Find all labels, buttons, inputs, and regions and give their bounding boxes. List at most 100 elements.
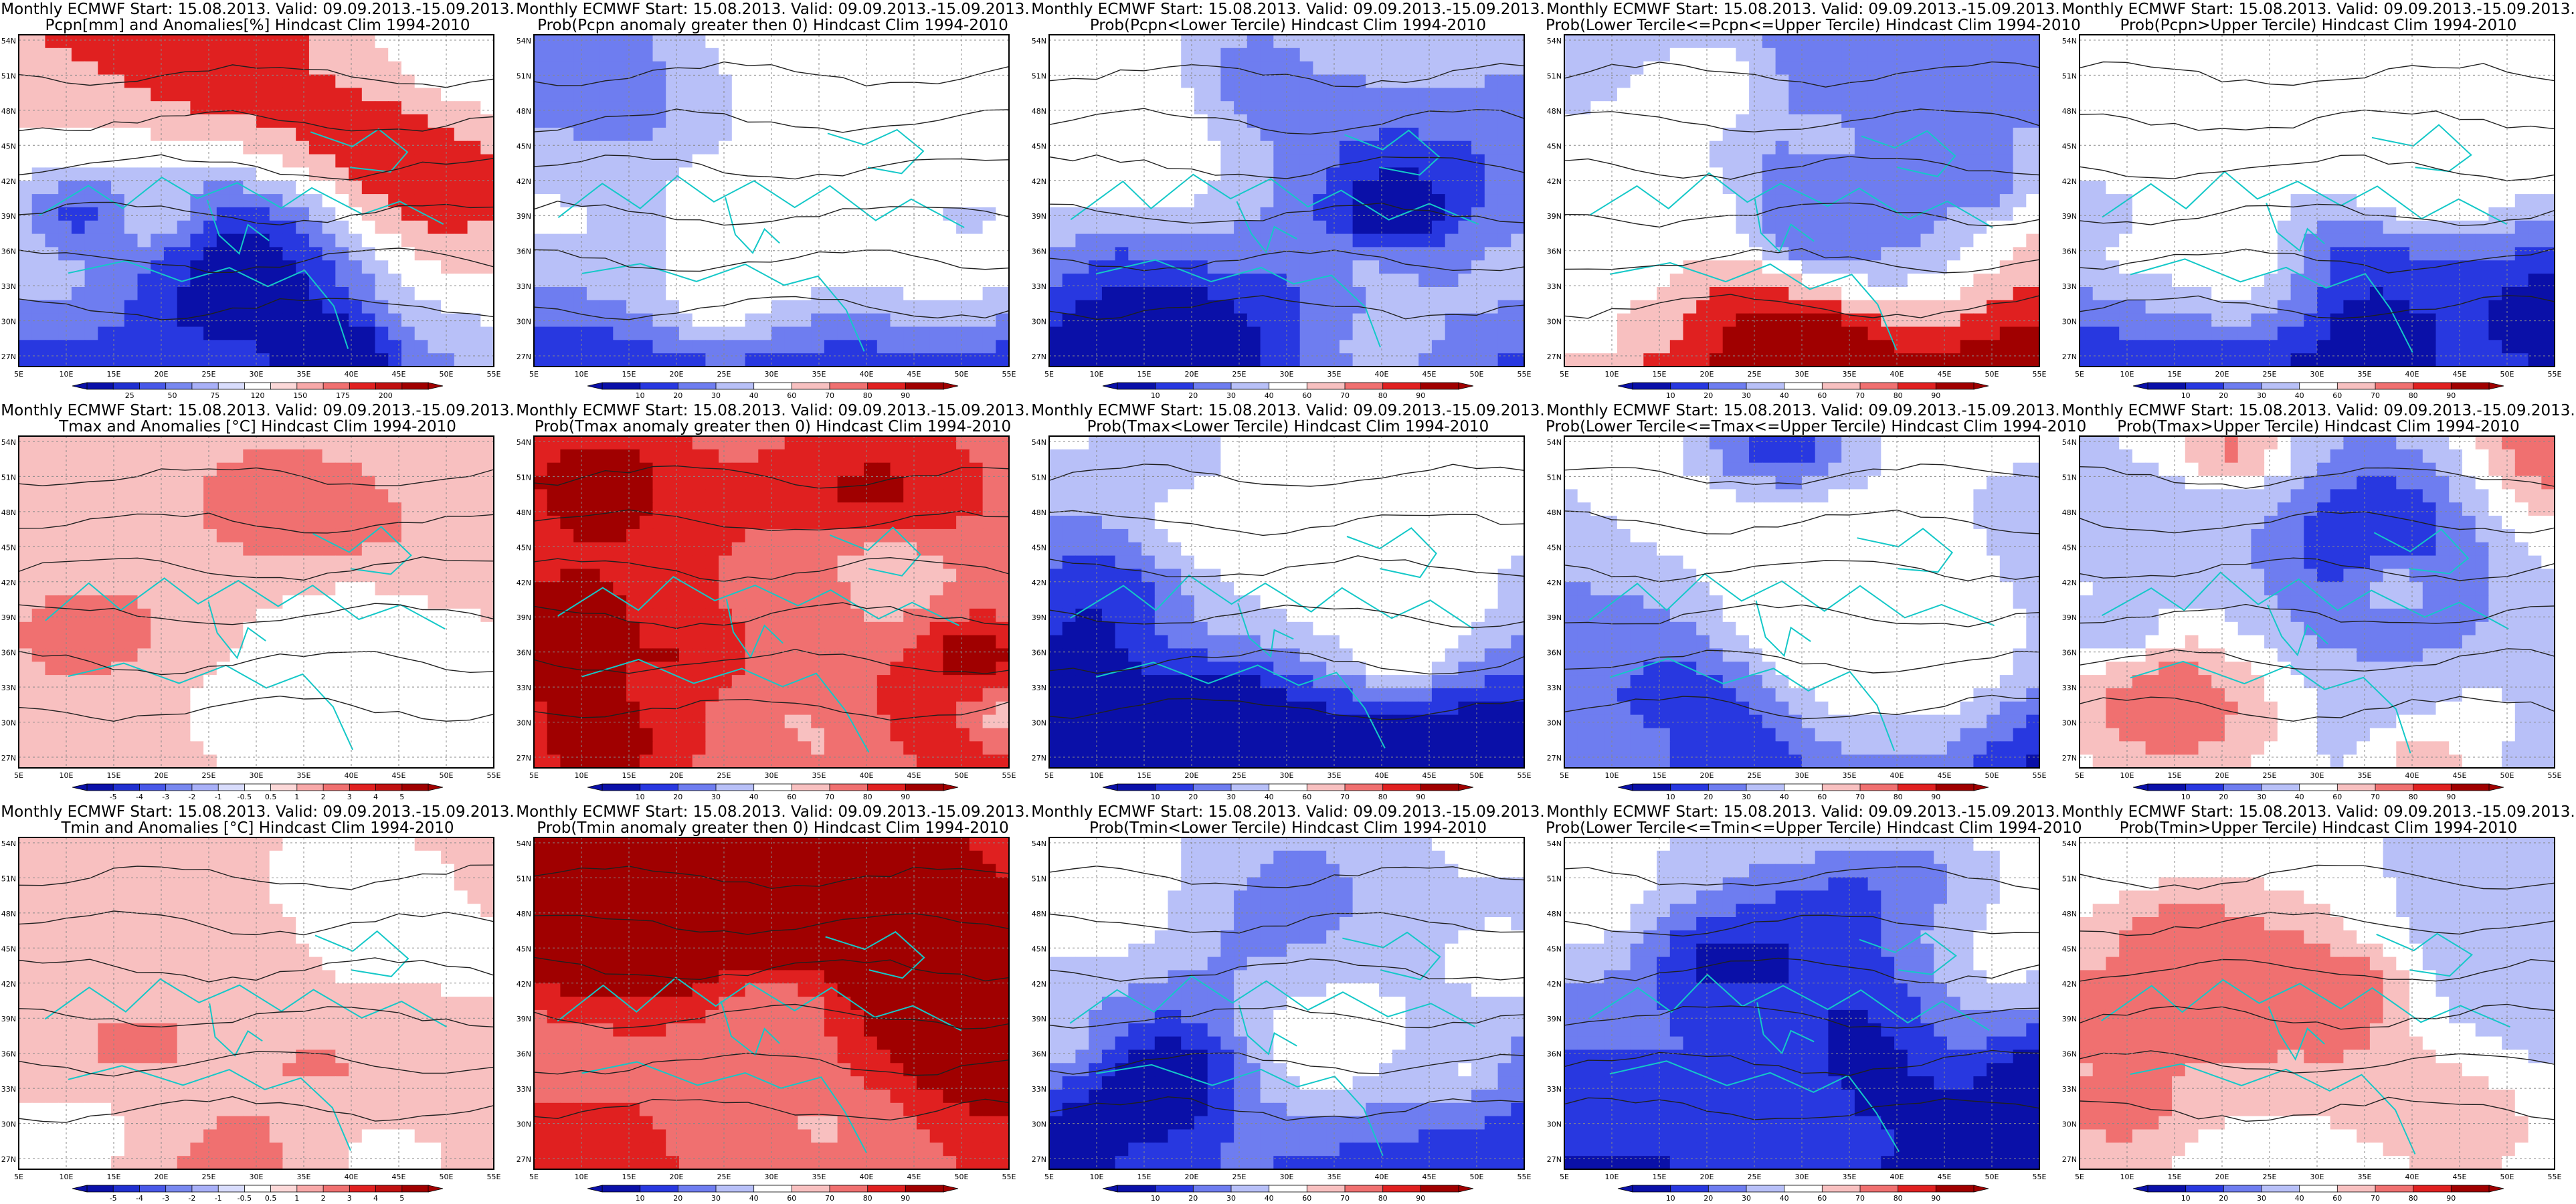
shaded-field — [534, 436, 1010, 769]
colorbar-swatch — [1784, 783, 1823, 791]
colorbar-swatch — [715, 382, 755, 390]
lat-tick-label: 51N — [2062, 473, 2077, 482]
colorbar-swatch — [1269, 783, 1308, 791]
colorbar-swatch — [1670, 1185, 1710, 1193]
lat-tick-label: 33N — [1, 282, 16, 291]
panel-title-line1: Monthly ECMWF Start: 15.08.2013. Valid: … — [1031, 803, 1545, 821]
colorbar-low-arrow — [72, 783, 88, 791]
colorbar-high-arrow — [1458, 1185, 1474, 1193]
coastline-overlay — [557, 128, 965, 352]
colorbar-swatch — [2413, 382, 2452, 390]
colorbar-swatch — [1746, 1185, 1785, 1193]
lat-tick-label: 54N — [1547, 37, 1562, 45]
colorbar-label: 60 — [1302, 793, 1311, 801]
colorbar-label: 40 — [1780, 391, 1789, 400]
colorbar-swatch — [86, 382, 114, 390]
lat-tick-label: 51N — [1, 874, 16, 883]
colorbar-swatch — [1192, 783, 1232, 791]
lon-tick-label: 50E — [1985, 1173, 1999, 1181]
lon-tick-label: 40E — [1890, 1173, 1904, 1181]
colorbar-label: 70 — [1855, 391, 1865, 400]
lat-tick-label: 42N — [1, 579, 16, 587]
colorbar-label: 30 — [711, 1194, 721, 1203]
colorbar-label: 60 — [2332, 391, 2342, 400]
colorbar-high-arrow — [1973, 382, 1989, 390]
lon-tick-label: 55E — [2548, 1173, 2562, 1181]
colorbar-low-arrow — [1617, 1185, 1633, 1193]
map-panel: Monthly ECMWF Start: 15.08.2013. Valid: … — [0, 401, 515, 803]
lon-tick-label: 50E — [2500, 771, 2514, 780]
lon-tick-label: 35E — [297, 1173, 311, 1181]
colorbar-swatch — [375, 1185, 403, 1193]
map-frame — [1048, 34, 1525, 367]
lon-tick-label: 20E — [1185, 771, 1199, 780]
colorbar-label: 20 — [2219, 793, 2228, 801]
map-frame — [533, 435, 1010, 769]
lon-tick-label: 25E — [1748, 771, 1762, 780]
map-frame — [1564, 435, 2040, 769]
map-panel: Monthly ECMWF Start: 15.08.2013. Valid: … — [515, 0, 1030, 401]
lon-tick-label: 45E — [1422, 370, 1437, 379]
colorbar-low-arrow — [72, 382, 88, 390]
colorbar-swatch — [2413, 1185, 2452, 1193]
lon-tick-label: 35E — [1327, 771, 1342, 780]
colorbar-label: -3 — [162, 1194, 169, 1203]
lon-tick-label: 25E — [717, 771, 731, 780]
colorbar: 10 20 30 40 60 70 80 90 — [1617, 783, 1989, 801]
colorbar-swatch — [191, 783, 219, 791]
lat-tick-label: 48N — [517, 508, 531, 517]
map-frame — [18, 435, 494, 769]
colorbar-swatch — [1708, 1185, 1747, 1193]
colorbar-label: 30 — [1226, 391, 1236, 400]
colorbar: -5 -4 -3 -2 -1 -0.5 0.5 1 2 3 4 5 — [72, 1185, 444, 1203]
colorbar-swatch — [401, 783, 429, 791]
lat-tick-label: 30N — [1032, 719, 1046, 728]
colorbar-swatch — [829, 1185, 868, 1193]
lat-tick-label: 51N — [517, 72, 531, 80]
lon-tick-label: 35E — [2358, 771, 2372, 780]
lon-tick-label: 30E — [1280, 771, 1294, 780]
colorbar-label: 80 — [1894, 793, 1903, 801]
colorbar-label: 70 — [1340, 391, 1350, 400]
lat-tick-label: 51N — [1, 72, 16, 80]
lat-tick-label: 54N — [2062, 37, 2077, 45]
colorbar-swatch — [2223, 1185, 2262, 1193]
panel-title-line1: Monthly ECMWF Start: 15.08.2013. Valid: … — [516, 803, 1030, 821]
lat-tick-label: 33N — [2062, 282, 2077, 291]
coastline-overlay — [1588, 528, 1995, 751]
colorbar-swatch — [2223, 783, 2262, 791]
colorbar-swatch — [1708, 382, 1747, 390]
lat-tick-label: 39N — [2062, 212, 2077, 221]
colorbar-swatch — [1117, 1185, 1156, 1193]
map-frame — [533, 34, 1010, 367]
lon-tick-label: 5E — [2075, 370, 2084, 379]
colorbar-label: 90 — [1931, 391, 1940, 400]
colorbar-swatch — [401, 1185, 429, 1193]
lat-tick-label: 39N — [1547, 212, 1562, 221]
lon-tick-label: 35E — [1327, 370, 1342, 379]
contour-overlay — [533, 465, 1010, 721]
panel-title-line2: Prob(Lower Tercile<=Pcpn<=Upper Tercile)… — [1546, 17, 2081, 34]
lon-tick-label: 15E — [2168, 771, 2182, 780]
colorbar-swatch — [1192, 1185, 1232, 1193]
colorbar-label: -3 — [162, 793, 169, 801]
colorbar-label: 30 — [1742, 1194, 1751, 1203]
colorbar-label: 2 — [321, 1194, 326, 1203]
panel-title-line1: Monthly ECMWF Start: 15.08.2013. Valid: … — [2061, 1, 2575, 18]
lon-tick-label: 5E — [14, 771, 23, 780]
lat-tick-label: 45N — [1547, 944, 1562, 953]
lon-tick-label: 30E — [250, 1173, 264, 1181]
lon-tick-label: 20E — [1185, 1173, 1199, 1181]
colorbar-label: 90 — [1931, 793, 1940, 801]
lat-tick-label: 39N — [2062, 1015, 2077, 1023]
lat-tick-label: 39N — [517, 1015, 531, 1023]
lat-tick-label: 48N — [2062, 107, 2077, 116]
lat-tick-label: 54N — [1032, 438, 1046, 447]
lon-tick-label: 45E — [1422, 771, 1437, 780]
lat-tick-label: 51N — [1547, 874, 1562, 883]
lon-tick-label: 45E — [907, 1173, 921, 1181]
